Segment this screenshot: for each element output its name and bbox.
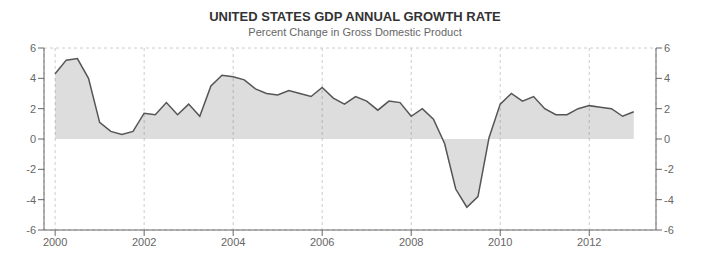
svg-text:2010: 2010: [488, 236, 512, 248]
svg-text:4: 4: [30, 72, 36, 84]
svg-text:-2: -2: [664, 163, 674, 175]
svg-text:2002: 2002: [132, 236, 156, 248]
svg-text:2: 2: [664, 103, 670, 115]
svg-text:0: 0: [30, 133, 36, 145]
html-text:Percent Change in Gross Domest: Percent Change in Gross Domestic Product: [248, 26, 462, 38]
svg-text:4: 4: [664, 72, 670, 84]
svg-text:2006: 2006: [310, 236, 334, 248]
svg-text:2008: 2008: [399, 236, 423, 248]
svg-text:2000: 2000: [43, 236, 67, 248]
svg-text:0: 0: [664, 133, 670, 145]
svg-text:-2: -2: [26, 163, 36, 175]
svg-text:-6: -6: [26, 224, 36, 236]
svg-text:6: 6: [30, 42, 36, 54]
svg-text:2: 2: [30, 103, 36, 115]
html-text:UNITED STATES GDP ANNUAL GROWT: UNITED STATES GDP ANNUAL GROWTH RATE: [209, 9, 501, 24]
svg-text:6: 6: [664, 42, 670, 54]
svg-text:2004: 2004: [221, 236, 245, 248]
svg-text:2012: 2012: [577, 236, 601, 248]
svg-text:-4: -4: [26, 194, 36, 206]
svg-text:-4: -4: [664, 194, 674, 206]
svg-text:-6: -6: [664, 224, 674, 236]
